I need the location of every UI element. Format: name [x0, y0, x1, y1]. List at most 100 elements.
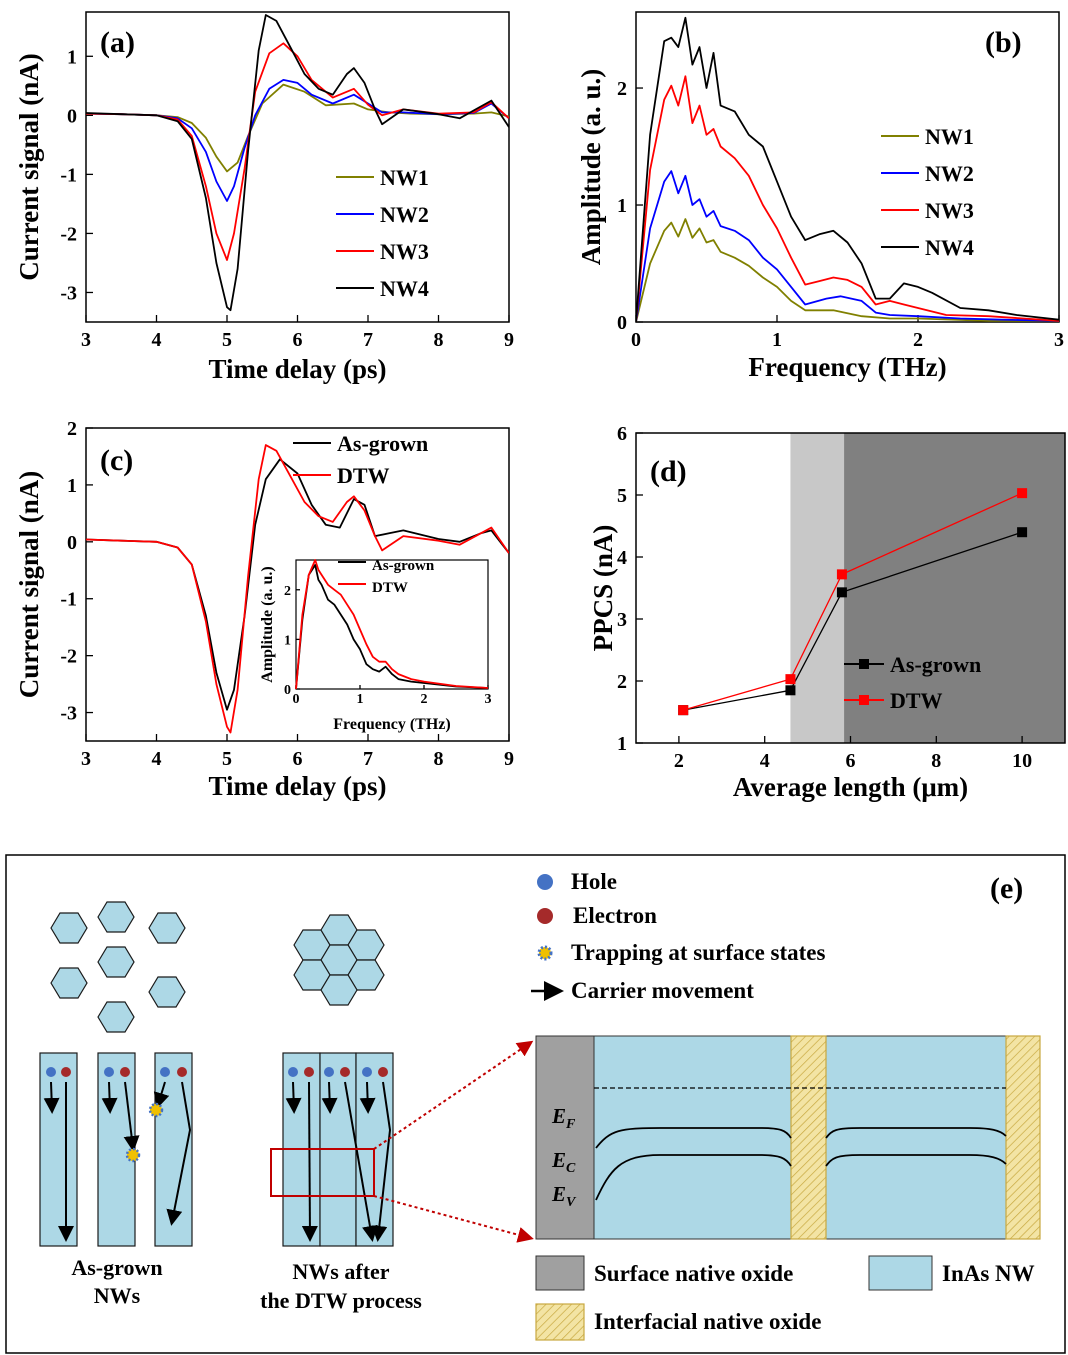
- electron-dot: [177, 1067, 187, 1077]
- zoom-box: [270, 1148, 375, 1197]
- y-tick-label: 6: [617, 423, 627, 445]
- panel-label: (a): [100, 26, 135, 59]
- x-tick-label: 7: [363, 748, 373, 770]
- caption-dtw-line1: NWs after: [292, 1259, 389, 1284]
- data-point-As-grown: [785, 685, 796, 696]
- series-line-As-grown: [295, 564, 489, 690]
- electron-legend-icon: [537, 908, 553, 924]
- band-label-ef: EF: [551, 1104, 576, 1132]
- legend-hole: Hole: [571, 869, 617, 894]
- data-point-As-grown: [836, 587, 847, 598]
- x-tick-label: 4: [760, 750, 770, 772]
- panel-label: (c): [100, 444, 133, 477]
- hole-dot: [288, 1067, 298, 1077]
- x-tick-label: 6: [293, 329, 303, 351]
- x-tick-label: 8: [434, 748, 444, 770]
- panel-label: (d): [650, 455, 687, 488]
- x-tick-label: 3: [81, 329, 91, 351]
- series-line-NW1: [86, 83, 509, 173]
- y-tick-label: 2: [284, 584, 291, 599]
- series-line-NW4: [636, 16, 1059, 322]
- legend-label-As-grown: As-grown: [372, 558, 435, 574]
- panel-e: (e): [5, 854, 1066, 1354]
- series-line-DTW: [683, 492, 1023, 711]
- electron-dot: [340, 1067, 350, 1077]
- band-key: Surface native oxide InAs NW Interfacial…: [535, 1255, 1035, 1341]
- shaded-region: [844, 433, 1065, 743]
- data-point-DTW: [678, 705, 689, 716]
- trap-legend-icon: [537, 945, 553, 961]
- y-tick-label: -2: [60, 646, 77, 668]
- key-interfacial-oxide: Interfacial native oxide: [594, 1309, 821, 1334]
- legend-electron: Electron: [573, 903, 657, 928]
- y-tick-label: -3: [60, 282, 77, 304]
- x-tick-label: 3: [1054, 329, 1064, 351]
- legend-marker-DTW: [859, 695, 869, 705]
- x-tick-label: 0: [293, 692, 300, 707]
- y-tick-label: 1: [617, 733, 627, 755]
- series-group: [86, 14, 509, 312]
- caption-dtw-line2: the DTW process: [260, 1288, 422, 1313]
- series-line-NW3: [86, 42, 509, 261]
- inset-frame: [295, 559, 489, 690]
- x-tick-label: 10: [1012, 750, 1032, 772]
- legend-label-NW2: NW2: [925, 161, 974, 186]
- legend-label-DTW: DTW: [890, 688, 943, 713]
- caption-as-grown-line1: As-grown: [71, 1255, 162, 1280]
- legend-label-NW4: NW4: [925, 235, 974, 260]
- y-tick-label: 0: [67, 532, 77, 554]
- hole-dot: [104, 1067, 114, 1077]
- series-line-NW4: [86, 14, 509, 312]
- hexagon-cluster-dtw: [293, 914, 385, 1006]
- series-line-DTW: [86, 444, 509, 734]
- x-tick-label: 9: [504, 748, 514, 770]
- band-label-ec: EC: [551, 1148, 576, 1176]
- x-tick-label: 8: [931, 750, 941, 772]
- key-inas-nw: InAs NW: [942, 1261, 1035, 1286]
- y-tick-label: 1: [284, 633, 291, 648]
- legend-label-NW2: NW2: [380, 202, 429, 227]
- hole-dot: [362, 1067, 372, 1077]
- electron-dot: [304, 1067, 314, 1077]
- x-axis-label: Time delay (ps): [208, 771, 386, 801]
- series-group: [636, 16, 1059, 322]
- y-tick-label: 4: [617, 547, 627, 569]
- x-tick-label: 2: [421, 692, 428, 707]
- chart-panel-c: 3 4 5 6 7 8 9 -3 -2 -1 0 1 2 Time delay (ps) Current s…: [14, 418, 514, 801]
- panel-label: (b): [985, 26, 1022, 59]
- nanowires-dtw: [270, 1040, 534, 1247]
- hole-dot: [160, 1067, 170, 1077]
- x-tick-label: 3: [485, 692, 492, 707]
- y-tick-label: 2: [617, 78, 627, 100]
- y-tick-label: -3: [60, 703, 77, 725]
- plot-frame: [635, 11, 1060, 323]
- x-axis-label: Time delay (ps): [208, 354, 386, 384]
- legend-label-As-grown: As-grown: [337, 431, 428, 456]
- y-axis-label: Amplitude (a. u.): [576, 69, 606, 266]
- x-tick-label: 4: [152, 748, 162, 770]
- data-point-DTW: [1017, 488, 1028, 499]
- series-line-NW2: [636, 170, 1059, 322]
- hole-dot: [46, 1067, 56, 1077]
- plot-frame: [85, 11, 510, 323]
- x-axis-label: Average length (μm): [733, 772, 968, 802]
- hole-dot: [324, 1067, 334, 1077]
- nanowires-as-grown: [39, 1052, 193, 1247]
- y-axis-label: Current signal (nA): [14, 53, 44, 281]
- data-point-DTW: [836, 569, 847, 580]
- legend-label-NW1: NW1: [380, 165, 429, 190]
- hexagon-cluster-as-grown: [50, 901, 186, 1033]
- plot-frame: [635, 432, 1066, 744]
- legend-label-DTW: DTW: [372, 580, 408, 596]
- series-line-NW2: [86, 79, 509, 202]
- inset-chart: 0 1 2 3 0 1 2 Frequency (THz) Amplitude (a. u.) A…: [259, 558, 492, 733]
- shaded-region: [790, 433, 845, 743]
- x-tick-label: 6: [293, 748, 303, 770]
- y-tick-label: -1: [60, 589, 77, 611]
- caption-as-grown-line2: NWs: [94, 1283, 141, 1308]
- electron-dot: [120, 1067, 130, 1077]
- legend-label-DTW: DTW: [337, 463, 390, 488]
- hole-legend-icon: [537, 874, 553, 890]
- trap-icon: [125, 1102, 164, 1163]
